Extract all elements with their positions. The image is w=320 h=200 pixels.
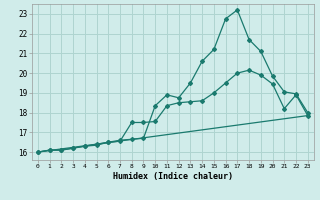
X-axis label: Humidex (Indice chaleur): Humidex (Indice chaleur) xyxy=(113,172,233,181)
